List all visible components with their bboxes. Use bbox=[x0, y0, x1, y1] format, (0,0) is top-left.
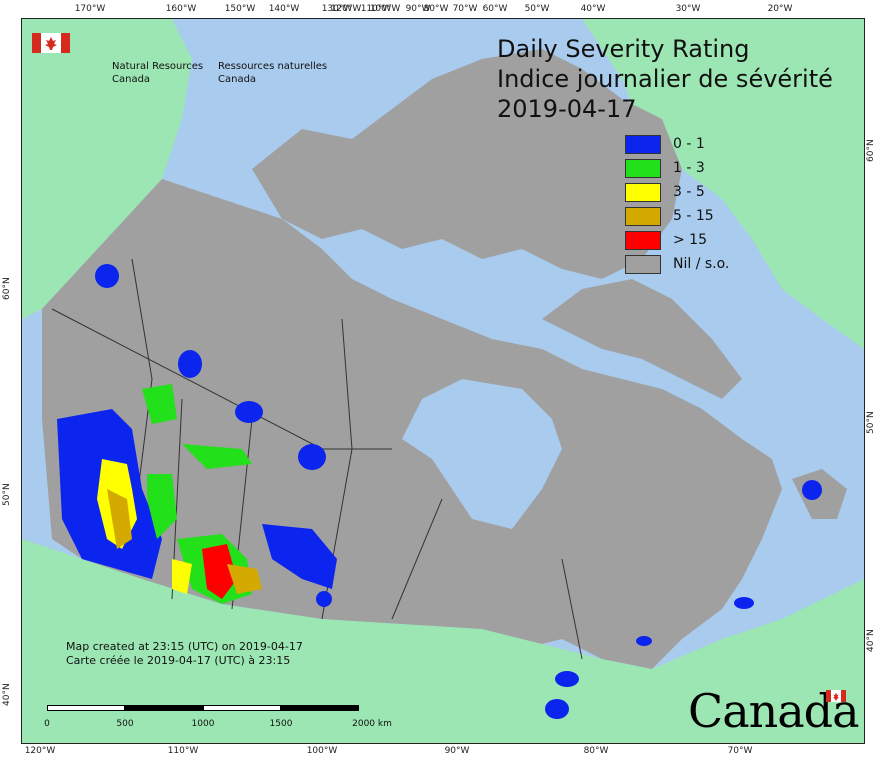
tick-top-170w: 170°W bbox=[74, 4, 106, 14]
legend-label: 5 - 15 bbox=[673, 208, 714, 224]
scale-label: 0 bbox=[44, 719, 50, 729]
legend-label: 1 - 3 bbox=[673, 160, 705, 176]
tick-top-140w: 140°W bbox=[268, 4, 300, 14]
tick-right-50n: 50°N bbox=[866, 411, 876, 434]
tick-top-60w: 60°W bbox=[482, 4, 508, 14]
tick-left-40n: 40°N bbox=[2, 683, 12, 706]
scale-segment bbox=[47, 705, 125, 711]
tick-top-160w: 160°W bbox=[165, 4, 197, 14]
title-french: Indice journalier de sévérité bbox=[497, 65, 833, 93]
tick-top-70w: 70°W bbox=[452, 4, 478, 14]
usa bbox=[22, 539, 864, 743]
tick-bottom-80w: 80°W bbox=[583, 746, 609, 756]
tick-top-150w: 150°W bbox=[224, 4, 256, 14]
tick-top-120w: 120°W bbox=[330, 4, 362, 14]
legend-swatch-gt15 bbox=[625, 231, 661, 250]
baffin-island bbox=[542, 279, 742, 399]
tick-right-40n: 40°N bbox=[866, 629, 876, 652]
map-panel bbox=[21, 18, 865, 744]
agency-en-line1: Natural Resources bbox=[112, 61, 204, 72]
alaska bbox=[22, 19, 192, 319]
scale-label: 1000 bbox=[191, 719, 215, 729]
creation-note-fr: Carte créée le 2019-04-17 (UTC) à 23:15 bbox=[66, 654, 291, 667]
creation-note-en: Map created at 23:15 (UTC) on 2019-04-17 bbox=[66, 640, 303, 653]
agency-english: Natural Resources Canada bbox=[112, 60, 203, 86]
agency-en-line2: Canada bbox=[112, 74, 151, 85]
tick-top-40w: 40°W bbox=[580, 4, 606, 14]
tick-bottom-120w: 120°W bbox=[24, 746, 56, 756]
scale-label: 500 bbox=[116, 719, 134, 729]
legend-label: > 15 bbox=[673, 232, 707, 248]
legend-label: 3 - 5 bbox=[673, 184, 705, 200]
legend-swatch-0-1 bbox=[625, 135, 661, 154]
scale-label: 1500 bbox=[269, 719, 293, 729]
greenland bbox=[582, 19, 864, 349]
legend-label: 0 - 1 bbox=[673, 136, 705, 152]
tick-bottom-100w: 100°W bbox=[306, 746, 338, 756]
tick-top-50w: 50°W bbox=[524, 4, 550, 14]
scale-label: 2000 km bbox=[352, 719, 392, 729]
scale-bar bbox=[47, 705, 360, 715]
tick-left-60n: 60°N bbox=[2, 277, 12, 300]
tick-top-90w: 90°W bbox=[405, 4, 431, 14]
legend-swatch-nil bbox=[625, 255, 661, 274]
tick-left-50n: 50°N bbox=[2, 483, 12, 506]
tick-top-80w: 80°W bbox=[423, 4, 449, 14]
legend-swatch-3-5 bbox=[625, 183, 661, 202]
title-date: 2019-04-17 bbox=[497, 95, 637, 123]
hudson-bay bbox=[402, 379, 562, 529]
arctic-islands bbox=[252, 49, 682, 279]
agency-fr-line2: Canada bbox=[218, 74, 257, 85]
title-english: Daily Severity Rating bbox=[497, 35, 750, 63]
scale-segment bbox=[203, 705, 281, 711]
dsr-patches bbox=[57, 264, 822, 719]
legend-label: Nil / s.o. bbox=[673, 256, 730, 272]
legend-swatch-1-3 bbox=[625, 159, 661, 178]
map-title: Daily Severity Rating Indice journalier … bbox=[497, 34, 833, 124]
scale-segment bbox=[281, 705, 359, 711]
tick-top-30w: 30°W bbox=[675, 4, 701, 14]
creation-note: Map created at 23:15 (UTC) on 2019-04-17… bbox=[66, 640, 303, 668]
legend-swatch-5-15 bbox=[625, 207, 661, 226]
tick-top-110w: 110°W bbox=[360, 4, 392, 14]
tick-bottom-110w: 110°W bbox=[167, 746, 199, 756]
tick-bottom-90w: 90°W bbox=[444, 746, 470, 756]
tick-bottom-70w: 70°W bbox=[727, 746, 753, 756]
canada-flag-icon bbox=[32, 33, 70, 53]
scale-segment bbox=[125, 705, 203, 711]
wordmark-flag-icon bbox=[826, 690, 846, 702]
agency-french: Ressources naturelles Canada bbox=[218, 60, 327, 86]
tick-top-130w: 130°W bbox=[321, 4, 353, 14]
tick-top-20w: 20°W bbox=[767, 4, 793, 14]
tick-top-100w: 100°W bbox=[369, 4, 401, 14]
severity-map bbox=[22, 19, 864, 743]
agency-fr-line1: Ressources naturelles bbox=[218, 61, 328, 72]
tick-right-60n: 60°N bbox=[866, 139, 876, 162]
